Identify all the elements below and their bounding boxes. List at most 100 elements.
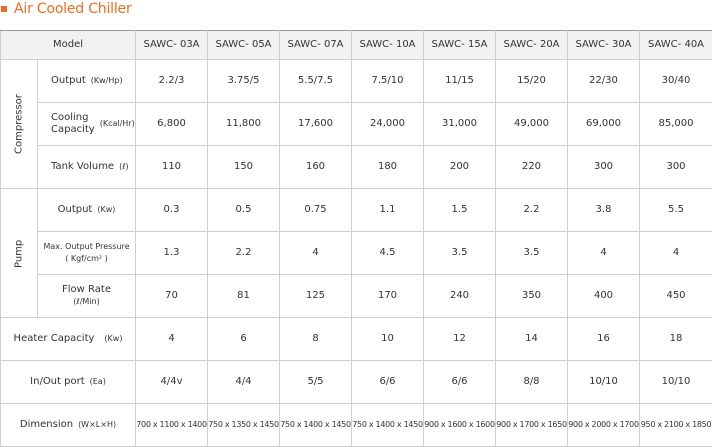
table-cell: 220 [496,146,568,189]
model-header-cell: SAWC- 30A [568,31,640,60]
table-cell: 17,600 [280,103,352,146]
row-label-heater-capacity: Heater Capacity (Kw) [1,318,136,361]
row-label-text: Output [58,204,93,215]
table-cell: 11/15 [424,60,496,103]
header-row: Model SAWC- 03A SAWC- 05A SAWC- 07A SAWC… [1,31,712,60]
table-cell: 350 [496,275,568,318]
row-label-compressor-output: Output (Kw/Hp) [38,60,136,103]
table-cell: 110 [136,146,208,189]
table-cell: 1.5 [424,189,496,232]
table-cell: 22/30 [568,60,640,103]
table-row: In/Out port(Ea) 4/4v 4/4 5/5 6/6 6/6 8/8… [1,361,712,404]
table-cell: 125 [280,275,352,318]
row-label-flow-rate: Flow Rate (ℓ/Min) [38,275,136,318]
table-cell: 2.2 [208,232,280,275]
table-cell: 30/40 [640,60,712,103]
table-cell: 240 [424,275,496,318]
table-cell: 900 x 1700 x 1650 [496,404,568,447]
table-cell: 85,000 [640,103,712,146]
table-cell: 170 [352,275,424,318]
page-title: Air Cooled Chiller [0,0,132,18]
row-unit: (Kw) [104,334,122,343]
table-row: Flow Rate (ℓ/Min) 70 81 125 170 240 350 … [1,275,712,318]
table-cell: 750 x 1400 x 1450 [352,404,424,447]
table-cell: 81 [208,275,280,318]
row-label-text: Tank Volume [51,161,114,172]
table-cell: 300 [640,146,712,189]
table-cell: 18 [640,318,712,361]
table-cell: 7.5/10 [352,60,424,103]
row-label-text: Dimension [20,419,73,430]
table-cell: 180 [352,146,424,189]
table-row: Heater Capacity(Kw) 4 6 8 10 12 14 16 18 [1,318,712,361]
row-label-text: Output [51,75,86,86]
row-unit: (Ea) [90,377,106,386]
table-cell: 24,000 [352,103,424,146]
table-cell: 950 x 2100 x 1850 [640,404,712,447]
row-label-tank-volume: Tank Volume(ℓ) [38,146,136,189]
table-cell: 4 [136,318,208,361]
table-cell: 900 x 2000 x 1700 [568,404,640,447]
table-cell: 12 [424,318,496,361]
table-cell: 5.5 [640,189,712,232]
table-cell: 11,800 [208,103,280,146]
table-cell: 0.5 [208,189,280,232]
row-unit: (W×L×H) [78,420,116,429]
model-header-cell: SAWC- 05A [208,31,280,60]
table-cell: 4 [640,232,712,275]
table-cell: 1.1 [352,189,424,232]
table-row: Max. Output Pressure ( Kgf/cm² ) 1.3 2.2… [1,232,712,275]
table-cell: 6/6 [352,361,424,404]
table-cell: 1.3 [136,232,208,275]
table-cell: 8/8 [496,361,568,404]
table-cell: 3.5 [496,232,568,275]
row-unit: (ℓ/Min) [38,296,135,308]
table-cell: 2.2 [496,189,568,232]
table-cell: 3.5 [424,232,496,275]
model-header-cell: SAWC- 07A [280,31,352,60]
pump-group-label: Pump [1,189,38,318]
table-cell: 5/5 [280,361,352,404]
model-header-cell: SAWC- 20A [496,31,568,60]
row-label-cooling-capacity: Cooling Capacity (Kcal/Hr) [38,103,136,146]
table-cell: 0.3 [136,189,208,232]
table-cell: 49,000 [496,103,568,146]
table-row: Compressor Output(Kw/Hp) 2.2/3 3.75/5 5.… [1,60,712,103]
table-cell: 4/4v [136,361,208,404]
table-row: Cooling Capacity (Kcal/Hr) 6,800 11,800 … [1,103,712,146]
table-cell: 700 x 1100 x 1400 [136,404,208,447]
table-cell: 4/4 [208,361,280,404]
row-label-text: Heater Capacity [14,333,95,344]
row-label-dimension: Dimension (W×L×H) [1,404,136,447]
table-cell: 400 [568,275,640,318]
table-cell: 0.75 [280,189,352,232]
table-row: Dimension (W×L×H) 700 x 1100 x 1400 750 x… [1,404,712,447]
row-label-line2: Capacity [51,124,95,136]
table-cell: 200 [424,146,496,189]
table-cell: 300 [568,146,640,189]
table-cell: 6,800 [136,103,208,146]
row-label-text: Flow Rate [38,284,135,296]
row-label-pump-output: Output(Kw) [38,189,136,232]
table-row: Pump Output(Kw) 0.3 0.5 0.75 1.1 1.5 2.2… [1,189,712,232]
table-cell: 2.2/3 [136,60,208,103]
table-cell: 31,000 [424,103,496,146]
row-unit: (Kcal/Hr) [100,119,135,128]
table-cell: 900 x 1600 x 1600 [424,404,496,447]
row-label-max-output-pressure: Max. Output Pressure ( Kgf/cm² ) [38,232,136,275]
table-cell: 3.8 [568,189,640,232]
table-cell: 5.5/7.5 [280,60,352,103]
page-title-text: Air Cooled Chiller [14,1,132,17]
row-label-line1: Cooling [51,112,95,124]
row-unit: (Kw/Hp) [91,76,123,85]
table-cell: 10/10 [568,361,640,404]
model-header-cell: SAWC- 10A [352,31,424,60]
table-cell: 750 x 1400 x 1450 [280,404,352,447]
title-bullet-icon [1,6,7,12]
table-cell: 4 [280,232,352,275]
model-header-cell: SAWC- 40A [640,31,712,60]
table-cell: 4 [568,232,640,275]
table-cell: 8 [280,318,352,361]
model-header-cell: SAWC- 15A [424,31,496,60]
table-cell: 16 [568,318,640,361]
